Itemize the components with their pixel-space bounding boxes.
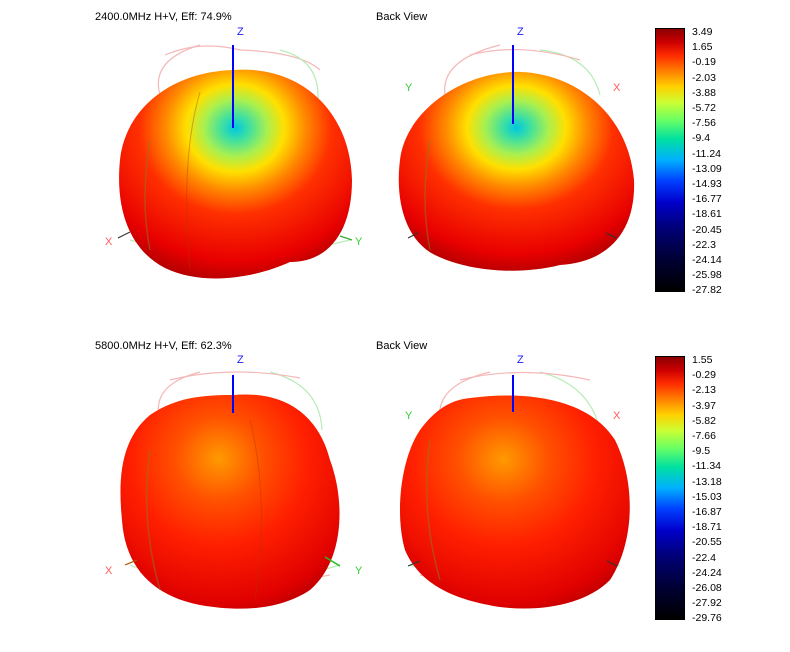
pattern-5800-front: [120, 371, 341, 609]
colorbar-tick-label: -16.77: [692, 193, 722, 206]
colorbar-tick-label: -18.61: [692, 208, 722, 221]
panel-title-2400-back: Back View: [376, 11, 428, 23]
pattern-2400-back: [398, 44, 635, 271]
colorbar-tick-label: -24.24: [692, 566, 722, 579]
colorbar-tick-label: -20.55: [692, 536, 722, 549]
colorbar-tick-label: -20.45: [692, 223, 722, 236]
colorbar-tick-label: 1.65: [692, 41, 713, 54]
axis-label-y: Y: [355, 565, 363, 577]
colorbar-tick-label: -25.98: [692, 269, 722, 282]
colorbar-tick-label: -5.82: [692, 414, 716, 427]
colorbar-tick-label: -13.09: [692, 162, 722, 175]
pattern-2400-front: [117, 44, 353, 279]
colorbar-tick-label: 3.49: [692, 26, 713, 38]
colorbar-2400: [655, 28, 685, 292]
axis-label-x: X: [105, 565, 113, 577]
colorbar-tick-label: -22.4: [692, 551, 716, 564]
colorbar-tick-label: -29.76: [692, 612, 722, 625]
colorbar-tick-label: -2.03: [692, 71, 716, 84]
colorbar-tick-label: -5.72: [692, 102, 716, 114]
axis-label-x: X: [105, 236, 113, 248]
colorbar-tick-label: -15.03: [692, 490, 722, 503]
axis-label-z: Z: [517, 354, 524, 366]
colorbar-tick-label: -3.88: [692, 86, 716, 99]
colorbar-tick-label: -3.97: [692, 399, 716, 412]
colorbar-5800: [655, 356, 685, 620]
colorbar-tick-label: -13.18: [692, 475, 722, 488]
colorbar-tick-label: -27.82: [692, 284, 722, 297]
colorbar-tick-label: -11.24: [692, 147, 721, 160]
colorbar-tick-label: -22.3: [692, 238, 716, 251]
colorbar-tick-label: -26.08: [692, 582, 722, 594]
colorbar-tick-label: -11.34: [692, 460, 721, 473]
colorbar-tick-label: -2.13: [692, 384, 716, 397]
axis-label-y: Y: [355, 236, 363, 248]
axis-label-z: Z: [517, 26, 524, 38]
panel-title-5800-front: 5800.0MHz H+V, Eff: 62.3%: [95, 340, 232, 352]
colorbar-tick-label: -7.66: [692, 430, 716, 442]
axis-label-x: X: [613, 82, 621, 94]
colorbar-tick-label: -7.56: [692, 117, 716, 130]
axis-label-y: Y: [405, 410, 413, 422]
axis-label-z: Z: [237, 354, 244, 366]
colorbar-tick-label: -24.14: [692, 254, 722, 266]
colorbar-tick-label: -16.87: [692, 506, 722, 518]
colorbar-tick-label: -0.19: [692, 56, 716, 69]
colorbar-tick-label: -18.71: [692, 521, 722, 534]
panel-title-2400-front: 2400.0MHz H+V, Eff: 74.9%: [95, 11, 232, 23]
pattern-5800-back: [400, 371, 630, 609]
colorbar-tick-label: -9.4: [692, 132, 711, 145]
colorbar-tick-label: -9.5: [692, 445, 711, 458]
colorbar-tick-label: 1.55: [692, 354, 713, 366]
panel-title-5800-back: Back View: [376, 340, 428, 352]
colorbar-tick-label: -0.29: [692, 369, 716, 382]
axis-label-x: X: [613, 410, 621, 422]
axis-label-z: Z: [237, 26, 244, 38]
axis-label-y: Y: [405, 82, 413, 94]
colorbar-tick-label: -27.92: [692, 597, 722, 610]
colorbar-tick-label: -14.93: [692, 178, 722, 190]
